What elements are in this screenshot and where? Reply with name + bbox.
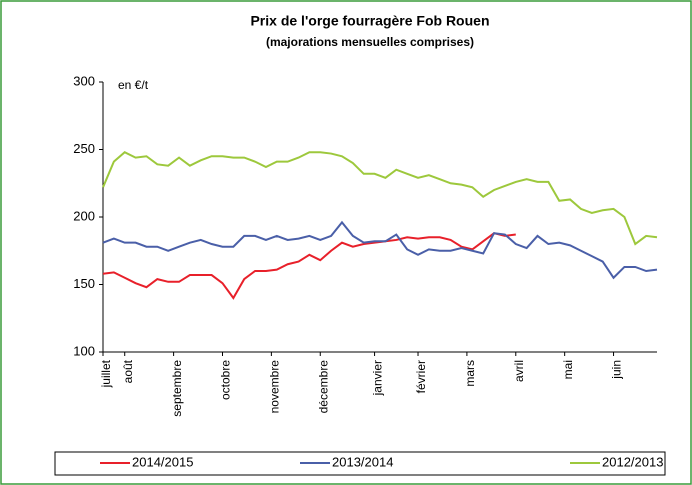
- y-tick-label: 300: [73, 73, 95, 88]
- x-tick-label: octobre: [219, 360, 233, 400]
- x-tick-label: juin: [610, 360, 624, 380]
- legend-label: 2012/2013: [602, 454, 663, 469]
- x-tick-label: avril: [512, 360, 526, 382]
- x-tick-label: novembre: [268, 360, 282, 414]
- legend-box: [54, 451, 666, 476]
- x-tick-label: février: [414, 360, 428, 393]
- chart-subtitle: (majorations mensuelles comprises): [266, 35, 474, 49]
- x-tick-label: janvier: [371, 360, 385, 396]
- chart-title: Prix de l'orge fourragère Fob Rouen: [250, 13, 489, 29]
- x-tick-label: juillet: [99, 359, 113, 388]
- series-line: [102, 232, 516, 300]
- y-tick-label: 250: [73, 141, 95, 156]
- y-tick-label: 100: [73, 343, 95, 358]
- x-tick-label: décembre: [316, 360, 330, 414]
- series-line: [102, 151, 658, 246]
- x-tick-label: août: [121, 359, 135, 383]
- y-tick-label: 150: [73, 276, 95, 291]
- x-tick-label: mars: [463, 360, 477, 387]
- x-tick-label: septembre: [170, 360, 184, 417]
- legend-label: 2013/2014: [332, 454, 393, 469]
- x-tick-label: mai: [561, 360, 575, 379]
- series-line: [102, 220, 658, 280]
- legend-label: 2014/2015: [132, 454, 193, 469]
- unit-annotation: en €/t: [118, 78, 149, 92]
- y-tick-label: 200: [73, 208, 95, 223]
